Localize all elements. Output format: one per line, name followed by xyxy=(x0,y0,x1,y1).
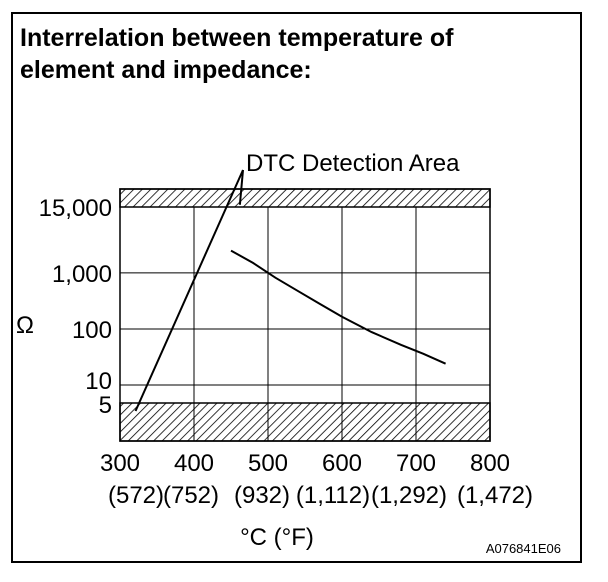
title-line-2: element and impedance: xyxy=(20,56,312,84)
x-tick-label-5: 800 xyxy=(470,450,510,477)
y-tick-label-3: 1,000 xyxy=(52,261,112,288)
plot-border xyxy=(119,188,491,442)
x-tick-label-4: 700 xyxy=(396,450,436,477)
x-tick-alt-label-0: (572) xyxy=(108,482,164,509)
detection-area-0 xyxy=(119,188,491,208)
x-tick-alt-label-4: (1,292) xyxy=(371,482,447,509)
y-tick-label-4: 15,000 xyxy=(39,195,112,222)
detection-area-1 xyxy=(119,402,491,442)
x-tick-alt-label-2: (932) xyxy=(234,482,290,509)
y-axis-label: Ω xyxy=(16,312,34,339)
x-tick-alt-label-5: (1,472) xyxy=(457,482,533,509)
figure-code: A076841E06 xyxy=(486,541,561,556)
x-tick-label-3: 600 xyxy=(322,450,362,477)
x-tick-alt-label-1: (752) xyxy=(163,482,219,509)
y-tick-label-2: 100 xyxy=(72,317,112,344)
x-tick-label-0: 300 xyxy=(100,450,140,477)
x-axis-label: °C (°F) xyxy=(240,524,314,551)
x-tick-label-1: 400 xyxy=(174,450,214,477)
title-line-1: Interrelation between temperature of xyxy=(20,24,454,52)
annotation-leader-0 xyxy=(134,169,244,412)
series-line-0 xyxy=(230,249,447,365)
annotation-label: DTC Detection Area xyxy=(246,150,460,177)
figure-frame xyxy=(11,12,582,563)
y-tick-label-1: 10 xyxy=(85,368,112,395)
annotation-leader-1 xyxy=(238,169,244,205)
x-tick-label-2: 500 xyxy=(248,450,288,477)
x-tick-alt-label-3: (1,112) xyxy=(296,482,370,509)
chart-title: Interrelation between temperature of ele… xyxy=(20,22,560,86)
y-tick-label-0: 5 xyxy=(99,392,112,419)
